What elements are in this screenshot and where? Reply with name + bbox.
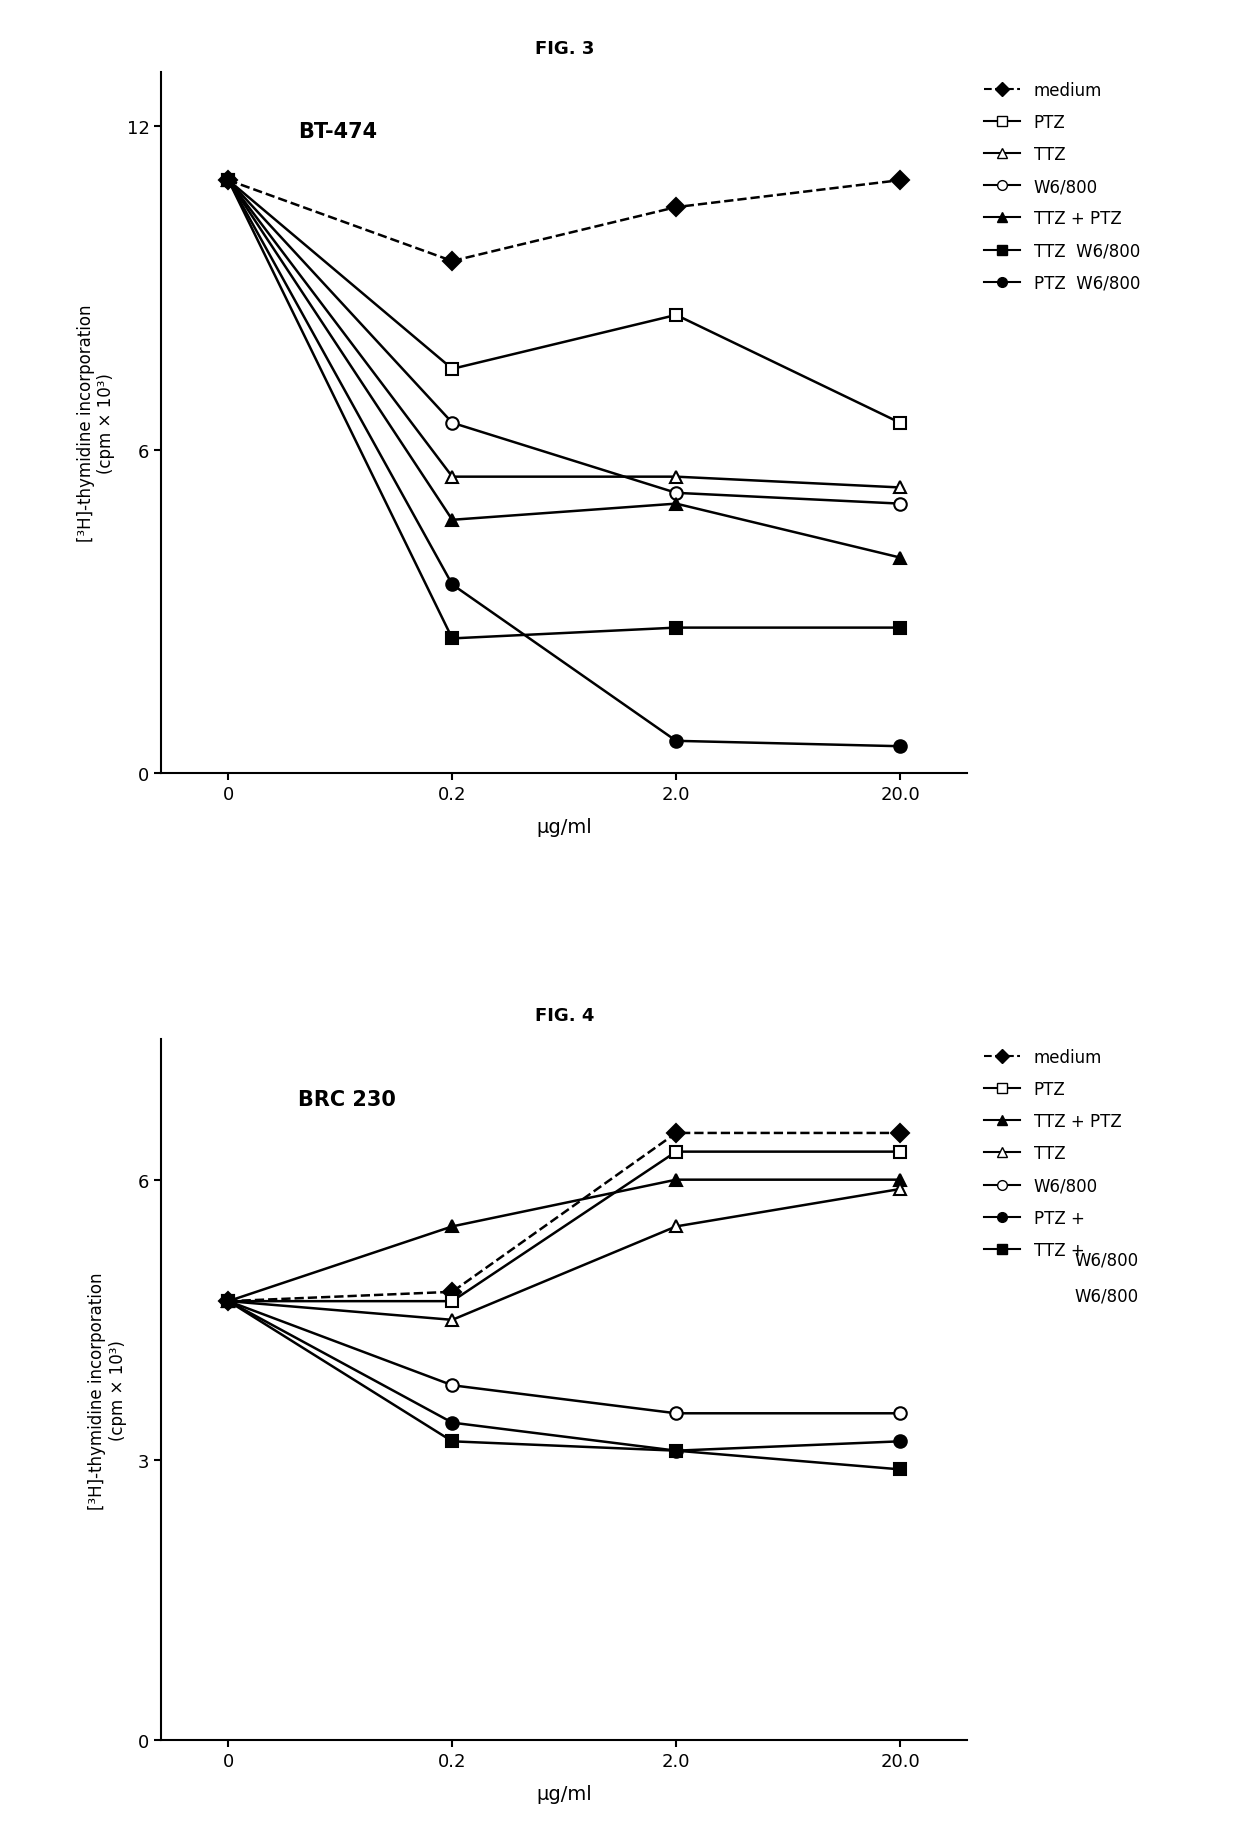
Legend: medium, PTZ, TTZ, W6/800, TTZ + PTZ, TTZ  W6/800, PTZ  W6/800: medium, PTZ, TTZ, W6/800, TTZ + PTZ, TTZ…	[983, 82, 1140, 293]
Y-axis label: [³H]-thymidine incorporation
(cpm × 10³): [³H]-thymidine incorporation (cpm × 10³)	[77, 304, 115, 542]
X-axis label: μg/ml: μg/ml	[537, 1784, 591, 1803]
Text: W6/800: W6/800	[1075, 1251, 1140, 1270]
Y-axis label: [³H]-thymidine incorporation
(cpm × 10³): [³H]-thymidine incorporation (cpm × 10³)	[88, 1271, 126, 1510]
Text: BT-474: BT-474	[299, 123, 377, 143]
Text: W6/800: W6/800	[1075, 1286, 1138, 1304]
X-axis label: μg/ml: μg/ml	[537, 817, 591, 837]
Title: FIG. 4: FIG. 4	[534, 1006, 594, 1024]
Legend: medium, PTZ, TTZ + PTZ, TTZ, W6/800, PTZ +, TTZ +: medium, PTZ, TTZ + PTZ, TTZ, W6/800, PTZ…	[983, 1048, 1121, 1259]
Title: FIG. 3: FIG. 3	[534, 40, 594, 59]
Text: BRC 230: BRC 230	[299, 1088, 396, 1108]
